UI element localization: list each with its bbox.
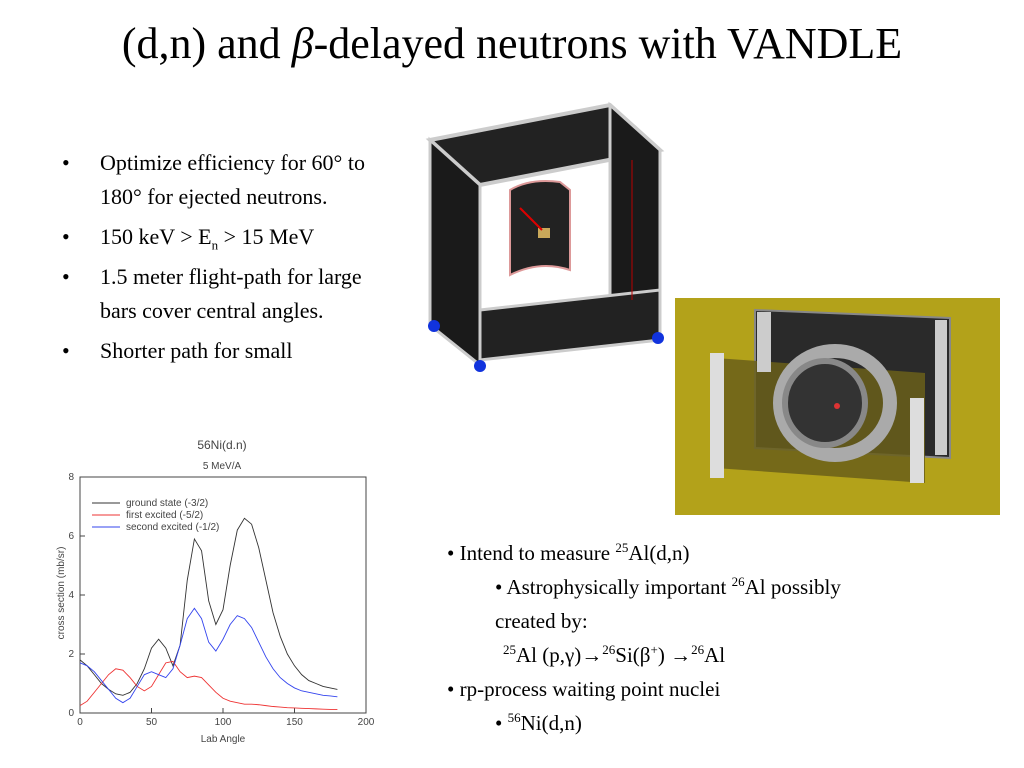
- superscript: 26: [731, 574, 745, 589]
- y-tick-label: 6: [68, 531, 74, 542]
- y-tick-label: 4: [68, 590, 74, 601]
- bullet: 56Ni(d,n): [495, 706, 895, 740]
- bullet-text: Al (p,γ)→: [516, 643, 603, 667]
- bullet-text: Astrophysically important: [506, 575, 732, 599]
- superscript: 25: [615, 540, 629, 555]
- bullet-text: Al: [704, 643, 726, 667]
- bullet-text: Optimize efficiency for 60° to 180° for …: [100, 150, 365, 209]
- x-tick-label: 200: [358, 717, 375, 728]
- bullet-text: 150 keV > E: [100, 224, 212, 249]
- bullet-text: rp-process waiting point nuclei: [459, 677, 721, 701]
- reaction-line: 25Al (p,γ)→26Si(β+) →26Al: [503, 638, 895, 672]
- x-tick-label: 150: [286, 717, 303, 728]
- x-tick-label: 0: [77, 717, 83, 728]
- series-line: [79, 607, 338, 704]
- bullet-text: 1.5 meter flight-path for large bars cov…: [100, 264, 362, 323]
- title-text: -delayed neutrons with VANDLE: [313, 19, 903, 68]
- bullet-text: Al(d,n): [628, 541, 690, 565]
- y-axis-label: cross section (mb/sr): [56, 547, 67, 640]
- superscript: 25: [503, 642, 516, 657]
- bullet-text: Al possibly created by:: [495, 575, 841, 633]
- legend-label: ground state (-3/2): [126, 498, 208, 509]
- chart-subtitle: 5 MeV/A: [203, 461, 242, 472]
- slide-title: (d,n) and β-delayed neutrons with VANDLE: [0, 18, 1024, 69]
- bullet-text: Si(β: [615, 643, 651, 667]
- superscript: +: [650, 642, 658, 657]
- series-line: [79, 660, 338, 710]
- superscript: 26: [691, 642, 705, 657]
- vandle-render-image: [675, 298, 1000, 515]
- bullet: Optimize efficiency for 60° to 180° for …: [62, 146, 392, 214]
- y-tick-label: 0: [68, 708, 74, 719]
- x-axis-label: Lab Angle: [201, 734, 246, 745]
- bullet-text: > 15 MeV: [218, 224, 315, 249]
- bullet: 150 keV > En > 15 MeV: [62, 220, 392, 254]
- bullet: Intend to measure 25Al(d,n): [447, 536, 895, 570]
- bullet: rp-process waiting point nuclei: [447, 672, 895, 706]
- bullet: 1.5 meter flight-path for large bars cov…: [62, 260, 392, 328]
- y-tick-label: 8: [68, 472, 74, 483]
- legend-label: first excited (-5/2): [126, 510, 203, 521]
- superscript: 56: [507, 710, 521, 725]
- x-tick-label: 100: [215, 717, 232, 728]
- y-tick-label: 2: [68, 649, 74, 660]
- bullet-text: Ni(d,n): [520, 711, 582, 735]
- bullet-text: Shorter path for small: [100, 338, 293, 363]
- title-beta: β: [291, 19, 314, 68]
- bullet-text: Intend to measure: [459, 541, 616, 565]
- bullet-text: ) →: [657, 643, 692, 667]
- superscript: 26: [602, 642, 616, 657]
- bullet: Astrophysically important 26Al possibly …: [495, 570, 895, 638]
- detector-frame-image: [425, 101, 665, 372]
- chart-title: 56Ni(d.n): [197, 438, 246, 452]
- left-bullets: Optimize efficiency for 60° to 180° for …: [62, 146, 392, 374]
- legend-label: second excited (-1/2): [126, 522, 219, 533]
- title-text: (d,n) and: [121, 19, 292, 68]
- plot-frame: [79, 476, 367, 714]
- x-tick-label: 50: [146, 717, 158, 728]
- subscript: n: [211, 237, 219, 253]
- cross-section-chart: 56Ni(d.n) 5 MeV/A Lab Angle cross sectio…: [56, 438, 375, 745]
- bullet: Shorter path for small: [62, 334, 392, 368]
- series-line: [79, 517, 338, 696]
- right-bullets: Intend to measure 25Al(d,n) Astrophysica…: [447, 536, 895, 740]
